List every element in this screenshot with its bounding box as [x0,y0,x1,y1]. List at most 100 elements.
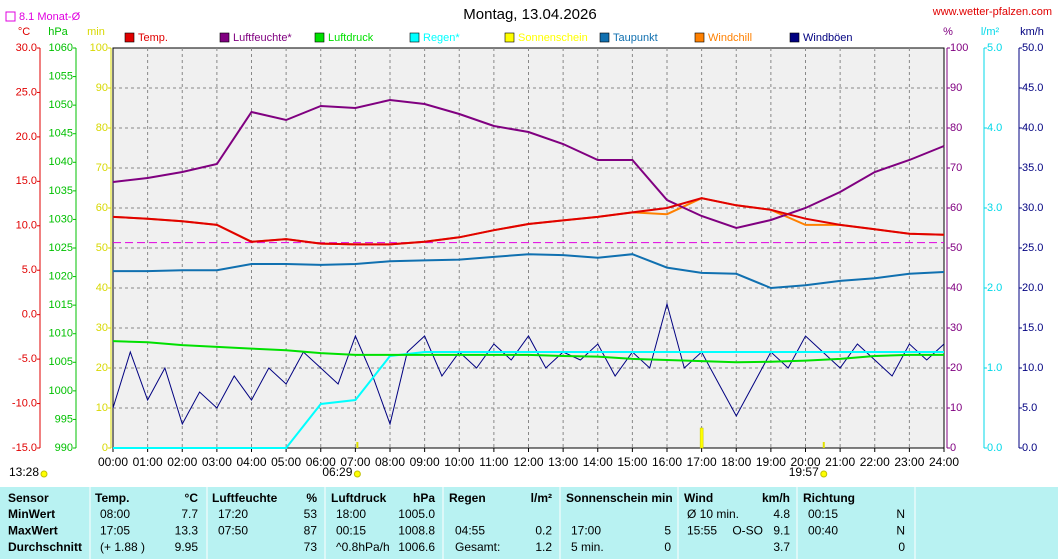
y-tick-label: 1.0 [987,362,1002,374]
table-header: Sonnenschein min [566,491,673,505]
y-tick-label: 1015 [49,299,73,311]
series-line [112,197,945,246]
y-tick-label: -10.0 [12,397,37,409]
row-label: MaxWert [8,524,58,538]
y-tick-label: 20.0 [16,131,37,143]
y-tick-label: 5.0 [22,264,37,276]
y-tick-label: 0.0 [987,442,1002,454]
y-tick-label: 30.0 [1022,202,1043,214]
x-tick-label: 13:00 [548,455,578,469]
table-cell: 87 [304,524,318,538]
table-cell: N [896,507,905,521]
x-tick-label: 08:00 [375,455,405,469]
table-cell: 00:15 [336,524,366,538]
y-tick-label: 40 [96,282,108,294]
stats-table: Sensor Temp. °C Luftfeuchte% Luftdruck hPa Reg… [8,487,916,559]
x-tick-label: 20:00 [790,455,820,469]
legend-label: Luftfeuchte* [233,32,292,44]
table-cell: 0.2 [535,524,552,538]
legend-swatch [314,32,325,43]
y-tick-label: 35.0 [1022,162,1043,174]
sun-icon [820,470,828,478]
table-cell: 15:55 [687,524,717,538]
table-cell: 17:20 [218,507,248,521]
legend-swatch [599,32,610,43]
y-tick-label: 30 [950,322,962,334]
table-cell: 73 [304,540,318,554]
legend-swatch [124,32,135,43]
y-tick-label: 0.0 [22,309,37,321]
y-tick-label: 10.0 [1022,362,1043,374]
series-line [112,302,945,426]
annotation: 13:28 [9,465,39,479]
table-cell: 7.7 [181,507,198,521]
table-cell: 17:05 [100,524,130,538]
y-tick-label: 0.0 [1022,442,1037,454]
x-tick-label: 16:00 [652,455,682,469]
y-tick-label: 1025 [49,242,73,254]
legend-swatch [504,32,515,43]
legend-label: Sonnenschein [518,32,588,44]
table-cell: 0 [664,540,671,554]
row-label: MinWert [8,507,55,521]
y-tick-label: 10.0 [16,220,37,232]
legend-label: Luftdruck [328,32,374,44]
table-bg [0,487,1058,559]
source: www.wetter-pfalzen.com [932,6,1052,18]
y-tick-label: 20.0 [1022,282,1043,294]
y-tick-label: 1055 [49,70,73,82]
legend-label: Taupunkt [613,32,658,44]
y-tick-label: 70 [950,162,962,174]
y-tick-label: 1000 [49,385,73,397]
y-tick-label: 10 [96,402,108,414]
row-label: Durchschnitt [8,540,82,554]
y-tick-label: 5.0 [1022,402,1037,414]
y-tick-label: 15.0 [1022,322,1043,334]
y-tick-label: 1035 [49,185,73,197]
y-tick-label: 1005 [49,356,73,368]
table-cell: Gesamt: [455,540,500,554]
table-cell: 04:55 [455,524,485,538]
x-tick-label: 10:00 [444,455,474,469]
table-cell: 0 [898,540,905,554]
x-tick-label: 04:00 [236,455,266,469]
sunshine-bar [699,427,704,449]
table-cell: 1005.0 [398,507,435,521]
y-tick-label: 1060 [49,42,73,54]
table-cell: 53 [304,507,318,521]
table-cell: 4.8 [773,507,790,521]
axis-label: hPa [48,26,68,38]
table-header: Richtung [803,491,855,505]
y-tick-label: 0 [102,442,108,454]
x-tick-label: 12:00 [513,455,543,469]
y-tick-label: 40.0 [1022,122,1043,134]
y-tick-label: 60 [950,202,962,214]
series-line [113,351,944,449]
legend-label: Windchill [708,32,752,44]
legend-label: Temp. [138,32,168,44]
y-tick-label: 30 [96,322,108,334]
legend-label: Windböen [803,32,853,44]
y-tick-label: 3.0 [987,202,1002,214]
y-tick-label: 1045 [49,128,73,140]
x-tick-label: 06:00 [306,455,336,469]
x-tick-label: 02:00 [167,455,197,469]
sun-icon [40,470,48,478]
axis-label: °C [18,26,30,38]
table-cell: 9.95 [175,540,199,554]
table-cell: 07:50 [218,524,248,538]
avg-icon [5,11,16,22]
y-tick-label: 15.0 [16,175,37,187]
y-tick-label: 1050 [49,99,73,111]
y-tick-label: 25.0 [16,86,37,98]
y-tick-label: 0 [950,442,956,454]
table-header: Luftfeuchte [212,491,278,505]
y-tick-label: 25.0 [1022,242,1043,254]
table-header: hPa [413,491,435,505]
legend-swatch [219,32,230,43]
table-cell: 18:00 [336,507,366,521]
x-tick-label: 23:00 [894,455,924,469]
y-tick-label: 20 [96,362,108,374]
table-header: % [306,491,317,505]
